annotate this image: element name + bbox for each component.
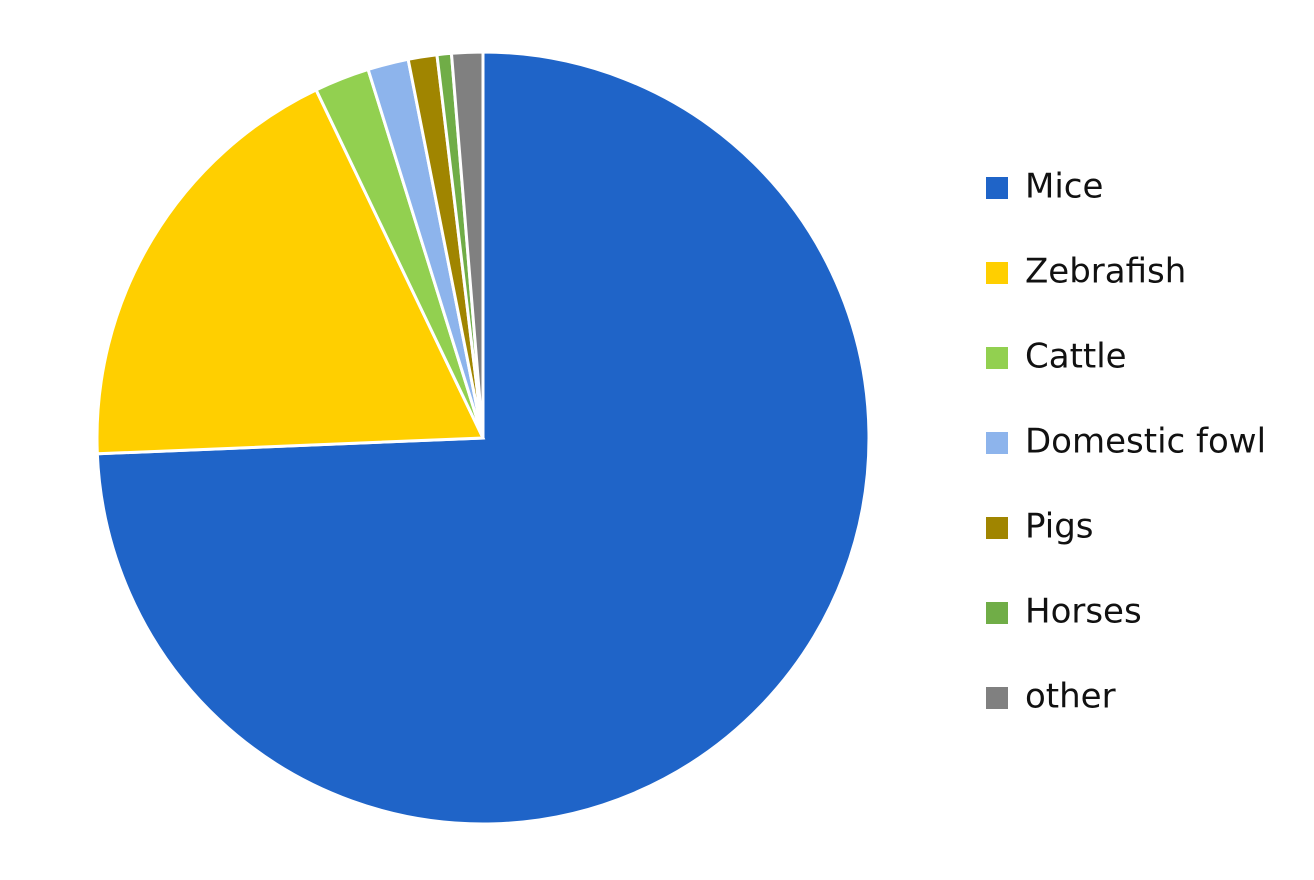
pie-slice: [449, 50, 485, 439]
legend-swatch: [986, 432, 1008, 454]
legend-swatch: [986, 687, 1008, 709]
legend-swatch: [986, 262, 1008, 284]
legend-label: Horses: [1025, 592, 1142, 632]
legend-swatch: [986, 602, 1008, 624]
legend-label: Mice: [1025, 167, 1103, 207]
legend-swatch: [986, 177, 1008, 199]
legend-swatch: [986, 517, 1008, 539]
legend-label: Pigs: [1025, 507, 1094, 547]
legend-label: other: [1025, 677, 1116, 717]
legend-swatch: [986, 347, 1008, 369]
pie-slice: [95, 87, 486, 456]
legend-label: Cattle: [1025, 337, 1127, 377]
legend-label: Domestic fowl: [1025, 422, 1266, 462]
legend-label: Zebrafish: [1025, 252, 1186, 292]
